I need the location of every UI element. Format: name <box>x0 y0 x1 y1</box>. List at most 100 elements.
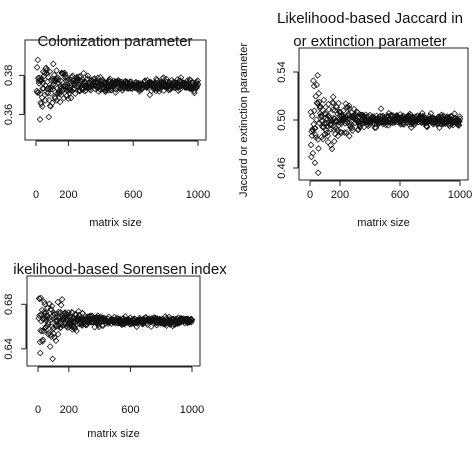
data-point <box>334 122 342 130</box>
data-point <box>346 105 353 113</box>
data-point <box>38 327 46 335</box>
y-tick-label: 0.36 <box>3 104 15 125</box>
scatter-points <box>35 294 196 363</box>
data-point <box>348 127 356 134</box>
data-point <box>43 67 50 74</box>
data-point <box>47 306 55 313</box>
data-point <box>343 104 350 111</box>
data-point <box>71 90 79 97</box>
data-point <box>43 70 51 77</box>
data-point <box>348 121 355 128</box>
data-point <box>104 82 112 90</box>
data-point <box>359 112 367 119</box>
data-point <box>188 316 196 324</box>
x-tick-label: 1000 <box>448 189 472 201</box>
data-point <box>323 129 331 137</box>
data-point <box>94 74 102 82</box>
data-point <box>311 124 319 132</box>
data-point <box>56 88 64 96</box>
data-point <box>310 77 317 85</box>
data-point <box>52 337 60 345</box>
data-point <box>328 99 336 106</box>
data-point <box>96 315 104 323</box>
data-point <box>45 314 53 322</box>
data-point <box>48 302 56 310</box>
x-tick-label: 200 <box>331 189 349 201</box>
data-point <box>191 89 198 97</box>
data-point <box>177 74 185 81</box>
data-point <box>147 323 155 330</box>
scatter-points <box>33 56 202 123</box>
x-tick-label: 1000 <box>186 189 210 201</box>
y-axis: 0.46 0.50 0.54 <box>276 61 299 179</box>
data-point <box>194 80 202 88</box>
y-tick-label: 0.54 <box>276 61 288 82</box>
data-point <box>329 93 337 101</box>
y-axis: 0.64 0.68 <box>3 294 27 360</box>
data-point <box>308 132 316 139</box>
data-point <box>45 318 52 326</box>
data-point <box>54 330 62 338</box>
data-point <box>67 86 74 94</box>
x-tick-label: 600 <box>124 189 142 201</box>
data-point <box>48 82 56 90</box>
data-point <box>313 116 320 124</box>
x-axis-label: matrix size <box>87 428 140 440</box>
data-point <box>53 96 61 104</box>
data-point <box>319 117 327 125</box>
data-point <box>319 135 327 143</box>
data-point <box>58 296 66 303</box>
y-axis-label: Jaccard or extinction parameter <box>238 43 250 197</box>
plot-frame <box>298 47 469 181</box>
data-point <box>309 127 317 134</box>
chart-title: Likelihood-based Jaccard in <box>277 10 463 27</box>
data-point <box>312 92 320 100</box>
data-point <box>307 141 315 149</box>
data-point <box>46 68 54 75</box>
data-point <box>68 87 76 95</box>
data-point <box>73 327 80 335</box>
data-point <box>407 124 415 131</box>
data-point <box>53 67 60 74</box>
data-point <box>37 77 45 84</box>
chart-title: Colonization parameter <box>37 33 192 50</box>
data-point <box>53 323 60 330</box>
data-point <box>311 159 319 167</box>
x-tick-label: 1000 <box>180 404 204 416</box>
data-point <box>387 111 395 119</box>
data-point <box>97 77 105 85</box>
data-point <box>119 86 126 94</box>
data-point <box>309 149 317 157</box>
data-point <box>48 84 55 92</box>
panel-3: ikelihood-based Sorensen index 0 200 600 100… <box>3 261 227 440</box>
data-point <box>312 131 319 139</box>
x-tick-label: 200 <box>60 404 78 416</box>
data-point <box>308 112 316 120</box>
data-point <box>315 89 323 97</box>
data-point <box>346 132 353 140</box>
data-point <box>52 316 60 324</box>
data-point <box>37 317 45 325</box>
x-tick-label: 0 <box>33 189 39 201</box>
data-point <box>59 70 67 78</box>
data-point <box>44 73 52 81</box>
data-point <box>112 86 120 93</box>
x-axis-label: matrix size <box>89 217 142 229</box>
data-point <box>314 72 321 79</box>
data-point <box>57 301 65 309</box>
panel-2: Likelihood-based Jaccard in or extinction… <box>238 10 472 229</box>
data-point <box>335 99 342 107</box>
data-point <box>38 77 45 84</box>
data-point <box>384 122 392 129</box>
data-point <box>364 122 372 130</box>
data-point <box>322 103 330 111</box>
data-point <box>321 130 329 138</box>
x-axis: 0 200 600 1000 <box>33 140 210 201</box>
data-point <box>311 107 318 115</box>
data-point <box>77 77 84 85</box>
data-point <box>80 69 87 77</box>
data-point <box>55 79 62 87</box>
data-point <box>75 307 83 315</box>
data-point <box>120 80 128 88</box>
